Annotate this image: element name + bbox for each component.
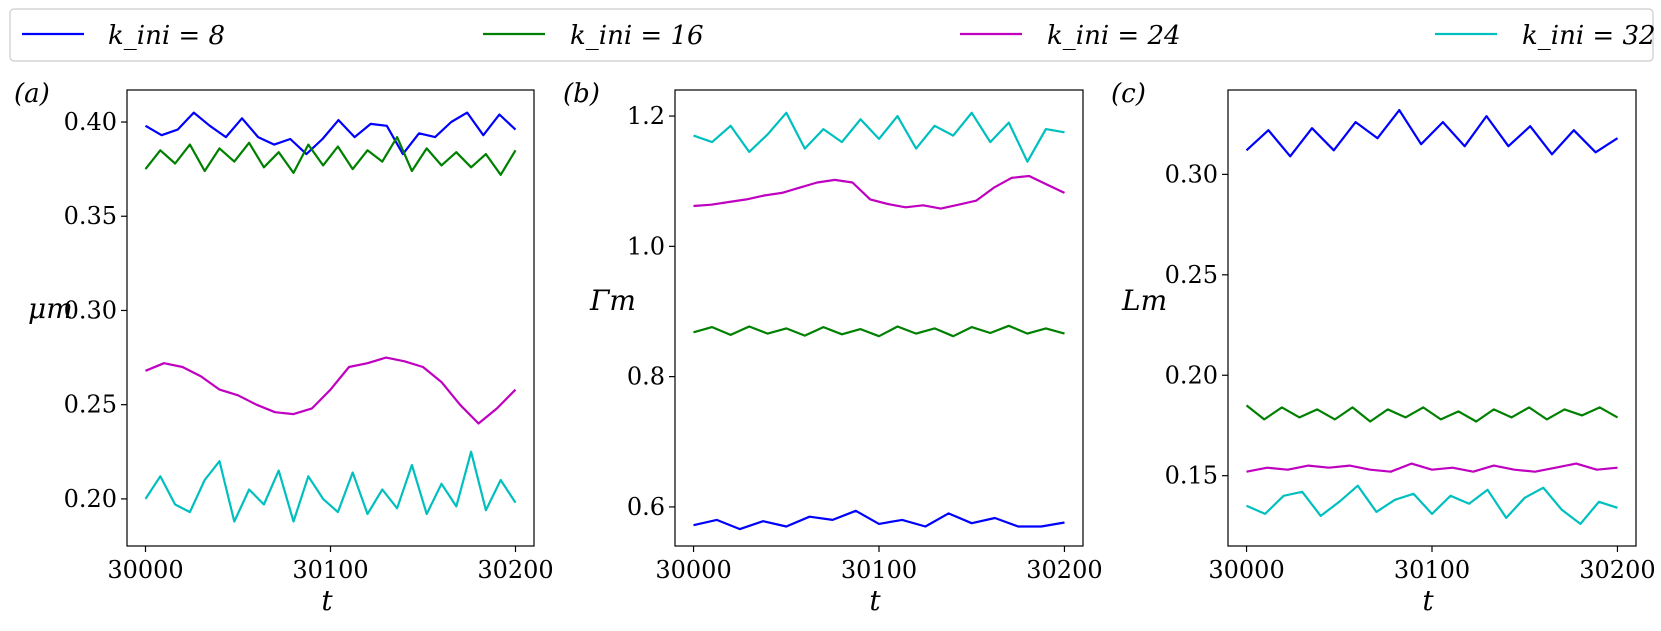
panel-c-ytick-label: 0.15 <box>1165 462 1218 490</box>
panel-b-ytick-label: 0.8 <box>627 363 665 391</box>
panel-b-tag: (b) <box>563 79 600 109</box>
panel-b-series-k24 <box>693 174 1065 210</box>
panel-b-series-k16 <box>693 324 1065 338</box>
panel-b-xlabel: t <box>869 584 881 617</box>
panel-c-xlabel: t <box>1422 584 1434 617</box>
panel-b-xtick-label: 30000 <box>655 556 731 584</box>
legend-entry-k24: k_ini = 24 <box>960 21 1181 51</box>
panel-c-xtick-label: 30000 <box>1208 556 1284 584</box>
panel-b-ylabel: Γm <box>589 284 636 317</box>
panel-c-series-k16 <box>1245 404 1619 423</box>
panel-b-xtick-label: 30100 <box>841 556 917 584</box>
panel-c: (c) Lm t 0.15 0.20 0.25 0.30 30000 30100 30200 <box>1111 79 1656 617</box>
panel-c-frame <box>1227 89 1637 547</box>
panel-b-ytick-label: 0.6 <box>627 493 665 521</box>
legend-label-k32: k_ini = 32 <box>1522 21 1656 51</box>
panel-b: (b) Γm t 0.6 0.8 1.0 1.2 30000 30100 30200 <box>563 79 1103 617</box>
panel-a: (a) μm t 0.20 0.25 0.30 0.35 0.40 30000 30100 3… <box>14 79 554 617</box>
panel-c-tag: (c) <box>1111 79 1146 109</box>
panel-a-series-k32 <box>144 450 517 523</box>
legend-label-k8: k_ini = 8 <box>108 21 225 51</box>
panel-c-xtick-label: 30100 <box>1394 556 1470 584</box>
panel-c-ytick-label: 0.30 <box>1165 160 1218 188</box>
panel-a-ylabel: μm <box>28 292 73 325</box>
panel-a-series-k16 <box>144 136 517 176</box>
panel-c-ytick-label: 0.20 <box>1165 361 1218 389</box>
panel-c-series-k32 <box>1246 484 1618 526</box>
panel-b-series-k32 <box>693 111 1065 163</box>
panel-c-xtick-label: 30200 <box>1579 556 1655 584</box>
panel-c-ylabel: Lm <box>1121 284 1167 317</box>
panel-b-ytick-label: 1.0 <box>627 232 665 260</box>
panel-a-series-k8 <box>144 111 517 156</box>
panel-b-frame <box>674 89 1084 547</box>
panel-a-series-k24 <box>145 356 517 425</box>
panel-c-series-k24 <box>1246 462 1618 473</box>
panel-a-ytick-label: 0.25 <box>64 391 117 419</box>
panel-a-xtick-label: 30100 <box>292 556 368 584</box>
panel-a-tag: (a) <box>14 79 50 109</box>
panel-a-xtick-label: 30200 <box>477 556 553 584</box>
panel-b-series-k8 <box>693 509 1065 531</box>
panel-a-ytick-label: 0.40 <box>64 108 117 136</box>
panel-c-ytick-label: 0.25 <box>1165 261 1218 289</box>
panel-a-xlabel: t <box>321 584 333 617</box>
legend-frame <box>9 8 1654 62</box>
legend: k_ini = 8 k_ini = 16 k_ini = 24 k_ini = … <box>9 8 1656 62</box>
legend-entry-k32: k_ini = 32 <box>1435 21 1656 51</box>
panel-b-ytick-label: 1.2 <box>627 102 665 130</box>
panel-a-frame <box>126 89 535 547</box>
legend-label-k24: k_ini = 24 <box>1047 21 1181 51</box>
panel-b-xtick-label: 30200 <box>1026 556 1102 584</box>
legend-entry-k16: k_ini = 16 <box>483 21 704 51</box>
panel-a-xtick-label: 30000 <box>107 556 183 584</box>
panel-a-ytick-label: 0.35 <box>64 202 117 230</box>
legend-entry-k8: k_ini = 8 <box>22 21 225 51</box>
legend-label-k16: k_ini = 16 <box>570 21 704 51</box>
panel-a-ytick-label: 0.20 <box>64 485 117 513</box>
panel-a-ytick-label: 0.30 <box>64 296 117 324</box>
panel-c-series-k8 <box>1245 108 1619 158</box>
